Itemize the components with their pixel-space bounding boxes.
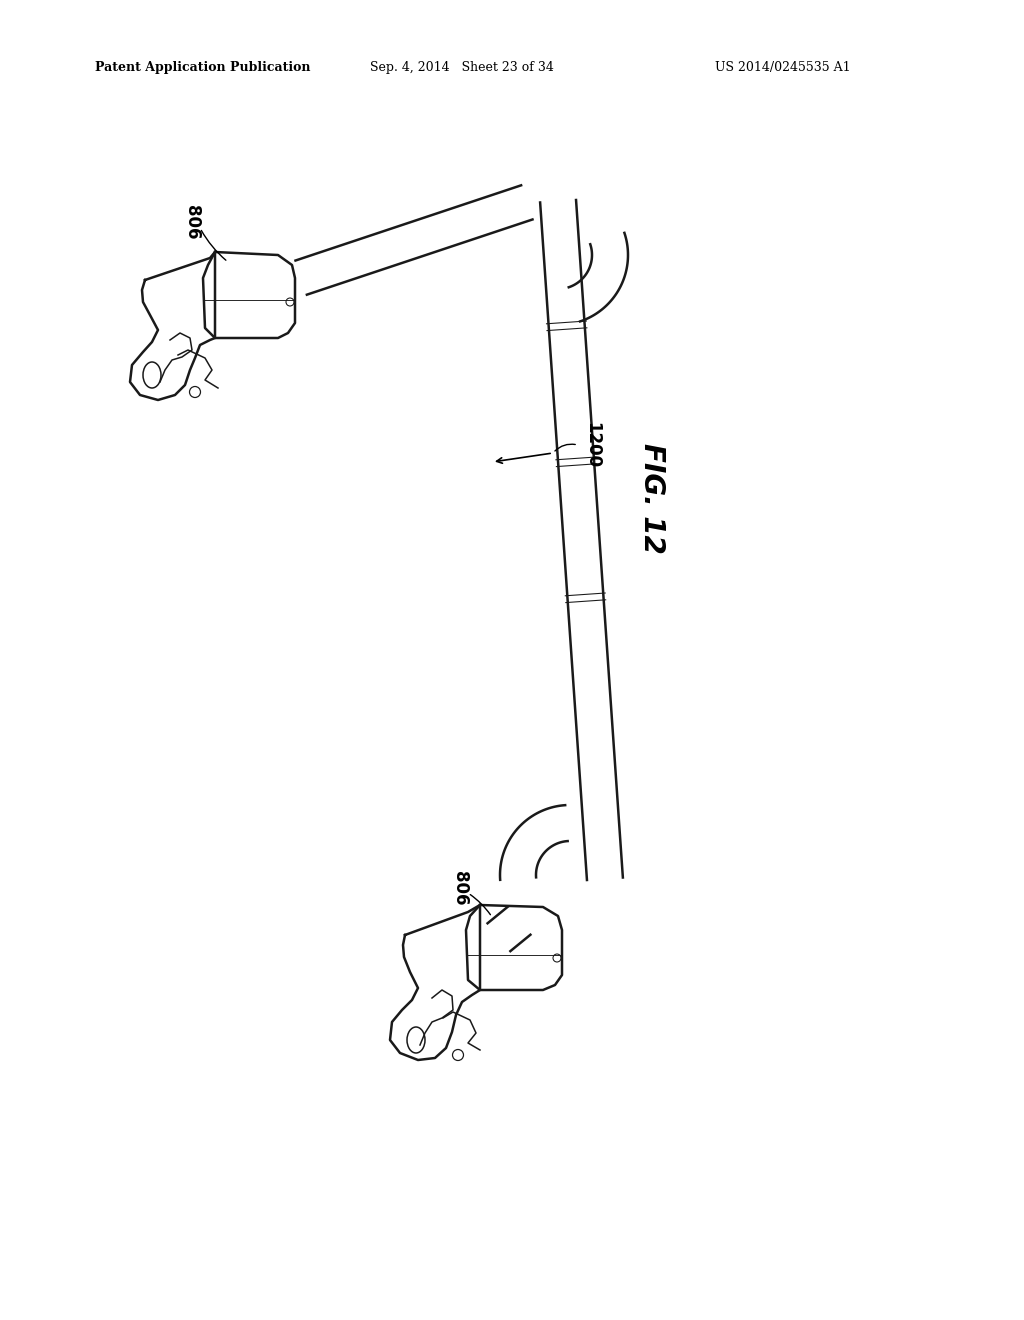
Text: 806: 806 bbox=[451, 871, 469, 906]
Text: Patent Application Publication: Patent Application Publication bbox=[95, 62, 310, 74]
Text: 1200: 1200 bbox=[583, 422, 601, 469]
Text: Sep. 4, 2014   Sheet 23 of 34: Sep. 4, 2014 Sheet 23 of 34 bbox=[370, 62, 554, 74]
Text: 806: 806 bbox=[183, 205, 201, 239]
Text: US 2014/0245535 A1: US 2014/0245535 A1 bbox=[715, 62, 851, 74]
Text: FIG. 12: FIG. 12 bbox=[638, 442, 666, 553]
